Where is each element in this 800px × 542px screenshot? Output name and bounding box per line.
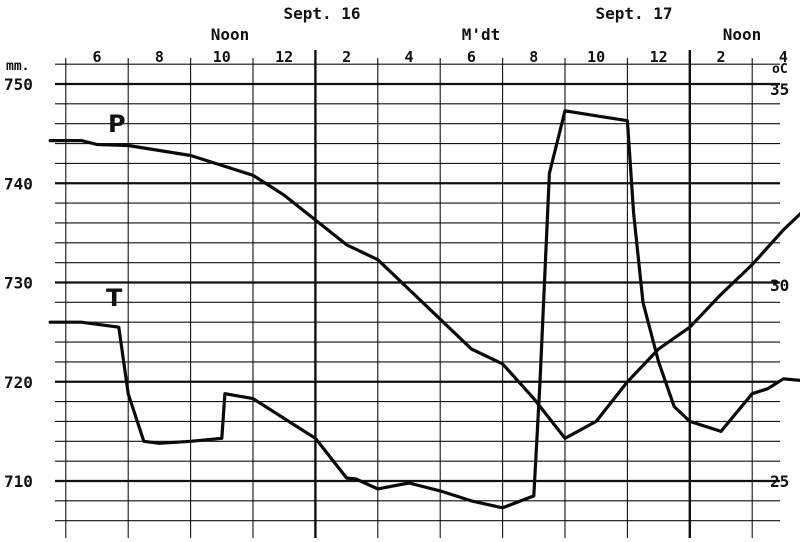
x-tick-label: 12 <box>275 48 293 66</box>
series-label-t: T <box>106 284 123 312</box>
x-tick-label: 6 <box>92 48 101 66</box>
x-tick-label: 8 <box>529 48 538 66</box>
left-y-tick-label: 730 <box>4 274 33 293</box>
series-line-p <box>48 139 800 440</box>
marker-label-midnight: M'dt <box>462 25 501 44</box>
x-tick-labels: 6810122468101224681012 <box>92 48 788 66</box>
left-y-tick-label: 750 <box>4 75 33 94</box>
x-tick-label: 10 <box>587 48 605 66</box>
x-tick-label: 4 <box>779 48 788 66</box>
date-label-sept-17: Sept. 17 <box>595 4 672 23</box>
right-axis-tick-labels: 35 30 25 <box>770 80 789 491</box>
left-axis-unit: mm. <box>6 59 29 74</box>
marker-label-noon-16: Noon <box>211 25 250 44</box>
series-layer <box>48 109 800 510</box>
x-tick-label: 12 <box>650 48 668 66</box>
chart-grid <box>55 50 780 538</box>
x-tick-label: 2 <box>716 48 725 66</box>
x-tick-label: 6 <box>467 48 476 66</box>
left-y-tick-label: 710 <box>4 472 33 491</box>
right-axis-unit: oC <box>772 62 788 77</box>
x-tick-label: 2 <box>342 48 351 66</box>
left-axis-tick-labels: 750 740 730 720 710 <box>4 75 33 491</box>
series-line-t <box>48 109 800 510</box>
left-y-tick-label: 720 <box>4 373 33 392</box>
series-label-p: P <box>108 110 126 138</box>
marker-label-noon-17: Noon <box>723 25 762 44</box>
x-tick-label: 4 <box>404 48 413 66</box>
right-y-tick-label: 35 <box>770 80 789 99</box>
right-y-tick-label: 25 <box>770 472 789 491</box>
right-y-tick-label: 30 <box>770 276 789 295</box>
x-tick-label: 8 <box>155 48 164 66</box>
left-y-tick-label: 740 <box>4 174 33 193</box>
x-tick-label: 10 <box>213 48 231 66</box>
date-label-sept-16: Sept. 16 <box>283 4 360 23</box>
